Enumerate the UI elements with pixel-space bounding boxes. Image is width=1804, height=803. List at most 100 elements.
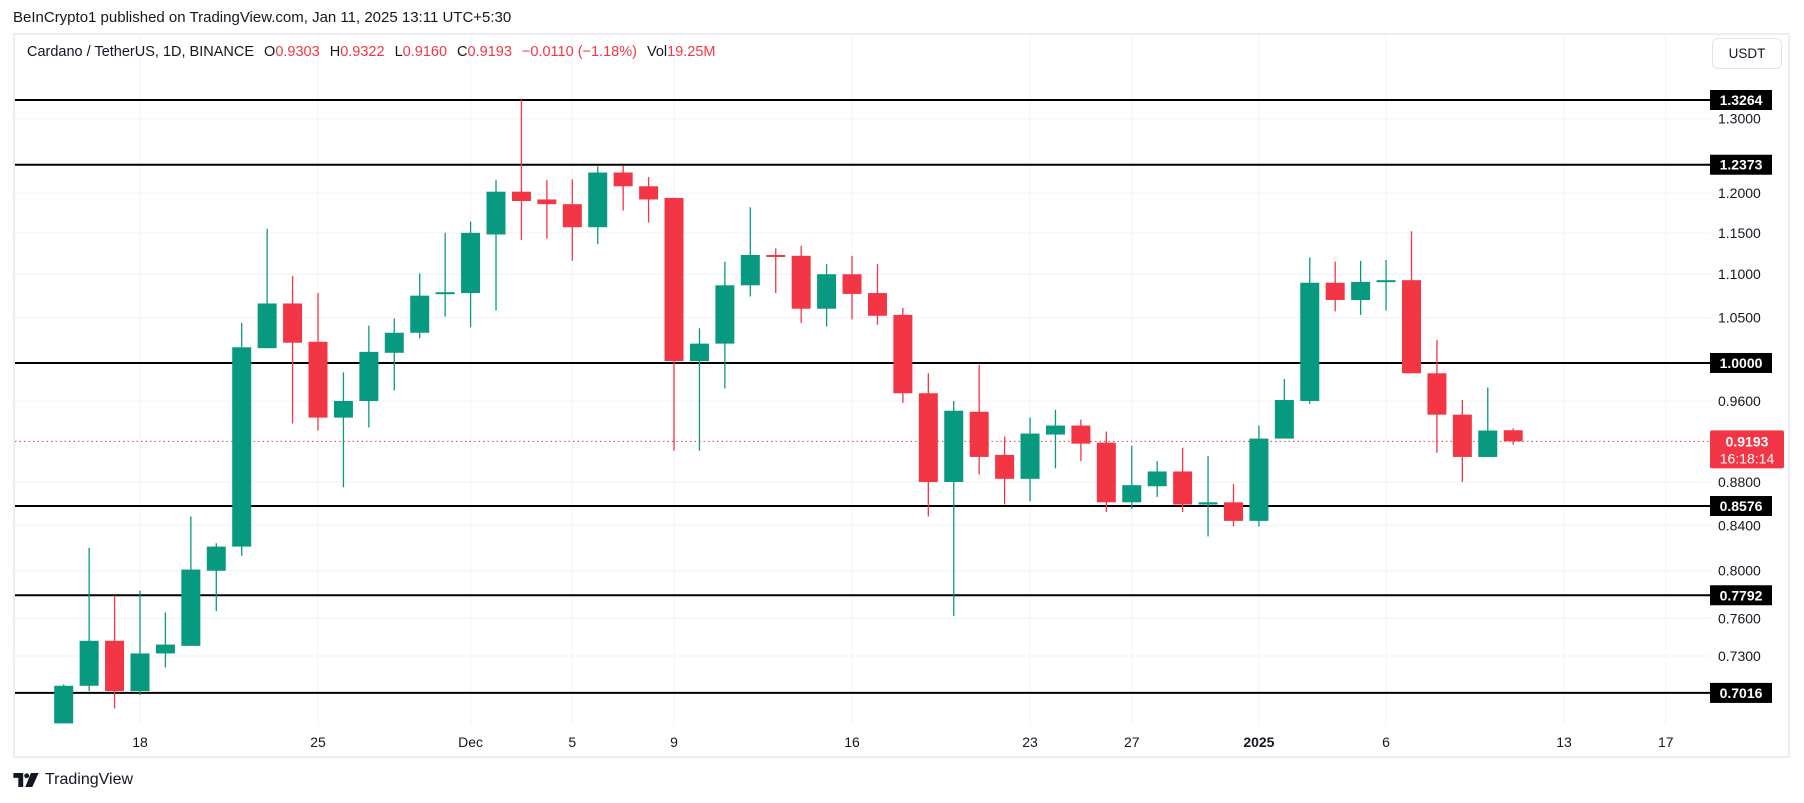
candle[interactable] xyxy=(1045,409,1065,469)
candle-body xyxy=(893,314,913,394)
time-tick-label: 27 xyxy=(1124,734,1140,750)
candle[interactable] xyxy=(1122,445,1142,509)
candle[interactable] xyxy=(689,328,709,451)
candle-body xyxy=(995,454,1015,479)
candle-body xyxy=(1325,282,1345,300)
candle-body xyxy=(1401,280,1421,374)
candle[interactable] xyxy=(613,165,633,211)
tradingview-logo[interactable]: TradingView xyxy=(13,771,133,789)
candle-body xyxy=(1300,282,1320,401)
level-price-label: 0.8576 xyxy=(1720,498,1763,514)
candle[interactable] xyxy=(1427,339,1447,453)
candle[interactable] xyxy=(995,436,1015,505)
candle[interactable] xyxy=(1071,419,1091,462)
candle[interactable] xyxy=(1325,261,1345,312)
candle[interactable] xyxy=(511,99,531,241)
price-tick-label: 0.8400 xyxy=(1718,517,1761,533)
candle[interactable] xyxy=(461,221,481,328)
candle-body xyxy=(283,303,303,343)
candle[interactable] xyxy=(359,325,379,428)
candle[interactable] xyxy=(1249,425,1269,527)
candle[interactable] xyxy=(740,207,760,297)
candle[interactable] xyxy=(893,307,913,403)
candle[interactable] xyxy=(1401,231,1421,374)
candle[interactable] xyxy=(283,275,303,424)
candle[interactable] xyxy=(1020,417,1040,502)
candle[interactable] xyxy=(181,516,201,646)
candle-body xyxy=(384,332,404,353)
candle[interactable] xyxy=(1173,447,1193,513)
candle[interactable] xyxy=(969,364,989,475)
candle[interactable] xyxy=(791,245,811,323)
candle[interactable] xyxy=(130,590,150,696)
candle-body xyxy=(232,347,252,547)
candle-body xyxy=(588,172,608,228)
level-price-label: 1.2373 xyxy=(1720,157,1763,173)
candle[interactable] xyxy=(384,318,404,391)
candle-body xyxy=(333,400,353,418)
candle-body xyxy=(969,411,989,457)
candle[interactable] xyxy=(1351,260,1371,315)
candle[interactable] xyxy=(817,264,837,327)
horizontal-levels xyxy=(15,99,1710,694)
candle[interactable] xyxy=(232,322,252,556)
candle[interactable] xyxy=(842,255,862,320)
candle[interactable] xyxy=(1452,400,1472,482)
candle-body xyxy=(1223,502,1243,521)
candle-body xyxy=(842,274,862,294)
candle[interactable] xyxy=(537,180,557,239)
candle[interactable] xyxy=(1147,461,1167,497)
candle[interactable] xyxy=(639,177,659,223)
candle[interactable] xyxy=(944,400,964,617)
candle-body xyxy=(54,685,74,724)
candle-body xyxy=(410,295,430,333)
candle[interactable] xyxy=(486,180,506,311)
candle[interactable] xyxy=(54,684,74,724)
candle[interactable] xyxy=(257,228,277,349)
candle[interactable] xyxy=(435,232,455,317)
price-tick-label: 0.8000 xyxy=(1718,563,1761,579)
candle[interactable] xyxy=(206,543,226,612)
candle[interactable] xyxy=(1096,431,1116,513)
candle[interactable] xyxy=(105,595,125,709)
candle-body xyxy=(1427,373,1447,415)
candle[interactable] xyxy=(1198,455,1218,537)
current-price-label: 0.9193 xyxy=(1726,433,1769,449)
candle-body xyxy=(486,191,506,235)
candle[interactable] xyxy=(664,197,684,451)
time-axis: 18 25 Dec 5 9 16 23 27 2025 6 13 17 xyxy=(132,734,1674,750)
time-tick-label: 9 xyxy=(670,734,678,750)
candle[interactable] xyxy=(1376,259,1396,311)
candle[interactable] xyxy=(1503,428,1523,445)
candle[interactable] xyxy=(308,293,328,431)
candle[interactable] xyxy=(1300,257,1320,404)
level-price-label: 1.3264 xyxy=(1720,92,1763,108)
candle-body xyxy=(1503,430,1523,442)
candle[interactable] xyxy=(562,179,582,261)
candle-body xyxy=(206,546,226,571)
symbol-name[interactable]: Cardano / TetherUS, 1D, BINANCE xyxy=(27,44,254,60)
gridlines xyxy=(15,35,1710,725)
candle[interactable] xyxy=(1223,484,1243,527)
level-price-badge xyxy=(1710,585,1772,606)
candle[interactable] xyxy=(410,273,430,339)
candle[interactable] xyxy=(766,248,786,294)
currency-button[interactable]: USDT xyxy=(1712,38,1782,69)
candle[interactable] xyxy=(155,612,175,668)
publisher-line: BeInCrypto1 published on TradingView.com… xyxy=(13,9,512,26)
candle-body xyxy=(308,341,328,418)
candle[interactable] xyxy=(588,166,608,245)
candle[interactable] xyxy=(79,547,99,692)
candle[interactable] xyxy=(1478,387,1498,457)
time-tick-label: 18 xyxy=(132,734,148,750)
time-tick-label: 5 xyxy=(568,734,576,750)
candle[interactable] xyxy=(333,372,353,488)
chart-frame xyxy=(13,33,1790,758)
candle[interactable] xyxy=(867,264,887,325)
candle-body xyxy=(1249,438,1269,521)
candle[interactable] xyxy=(715,261,735,389)
volume-value: 19.25M xyxy=(667,44,716,60)
candle[interactable] xyxy=(918,373,938,517)
candle[interactable] xyxy=(1274,378,1294,439)
